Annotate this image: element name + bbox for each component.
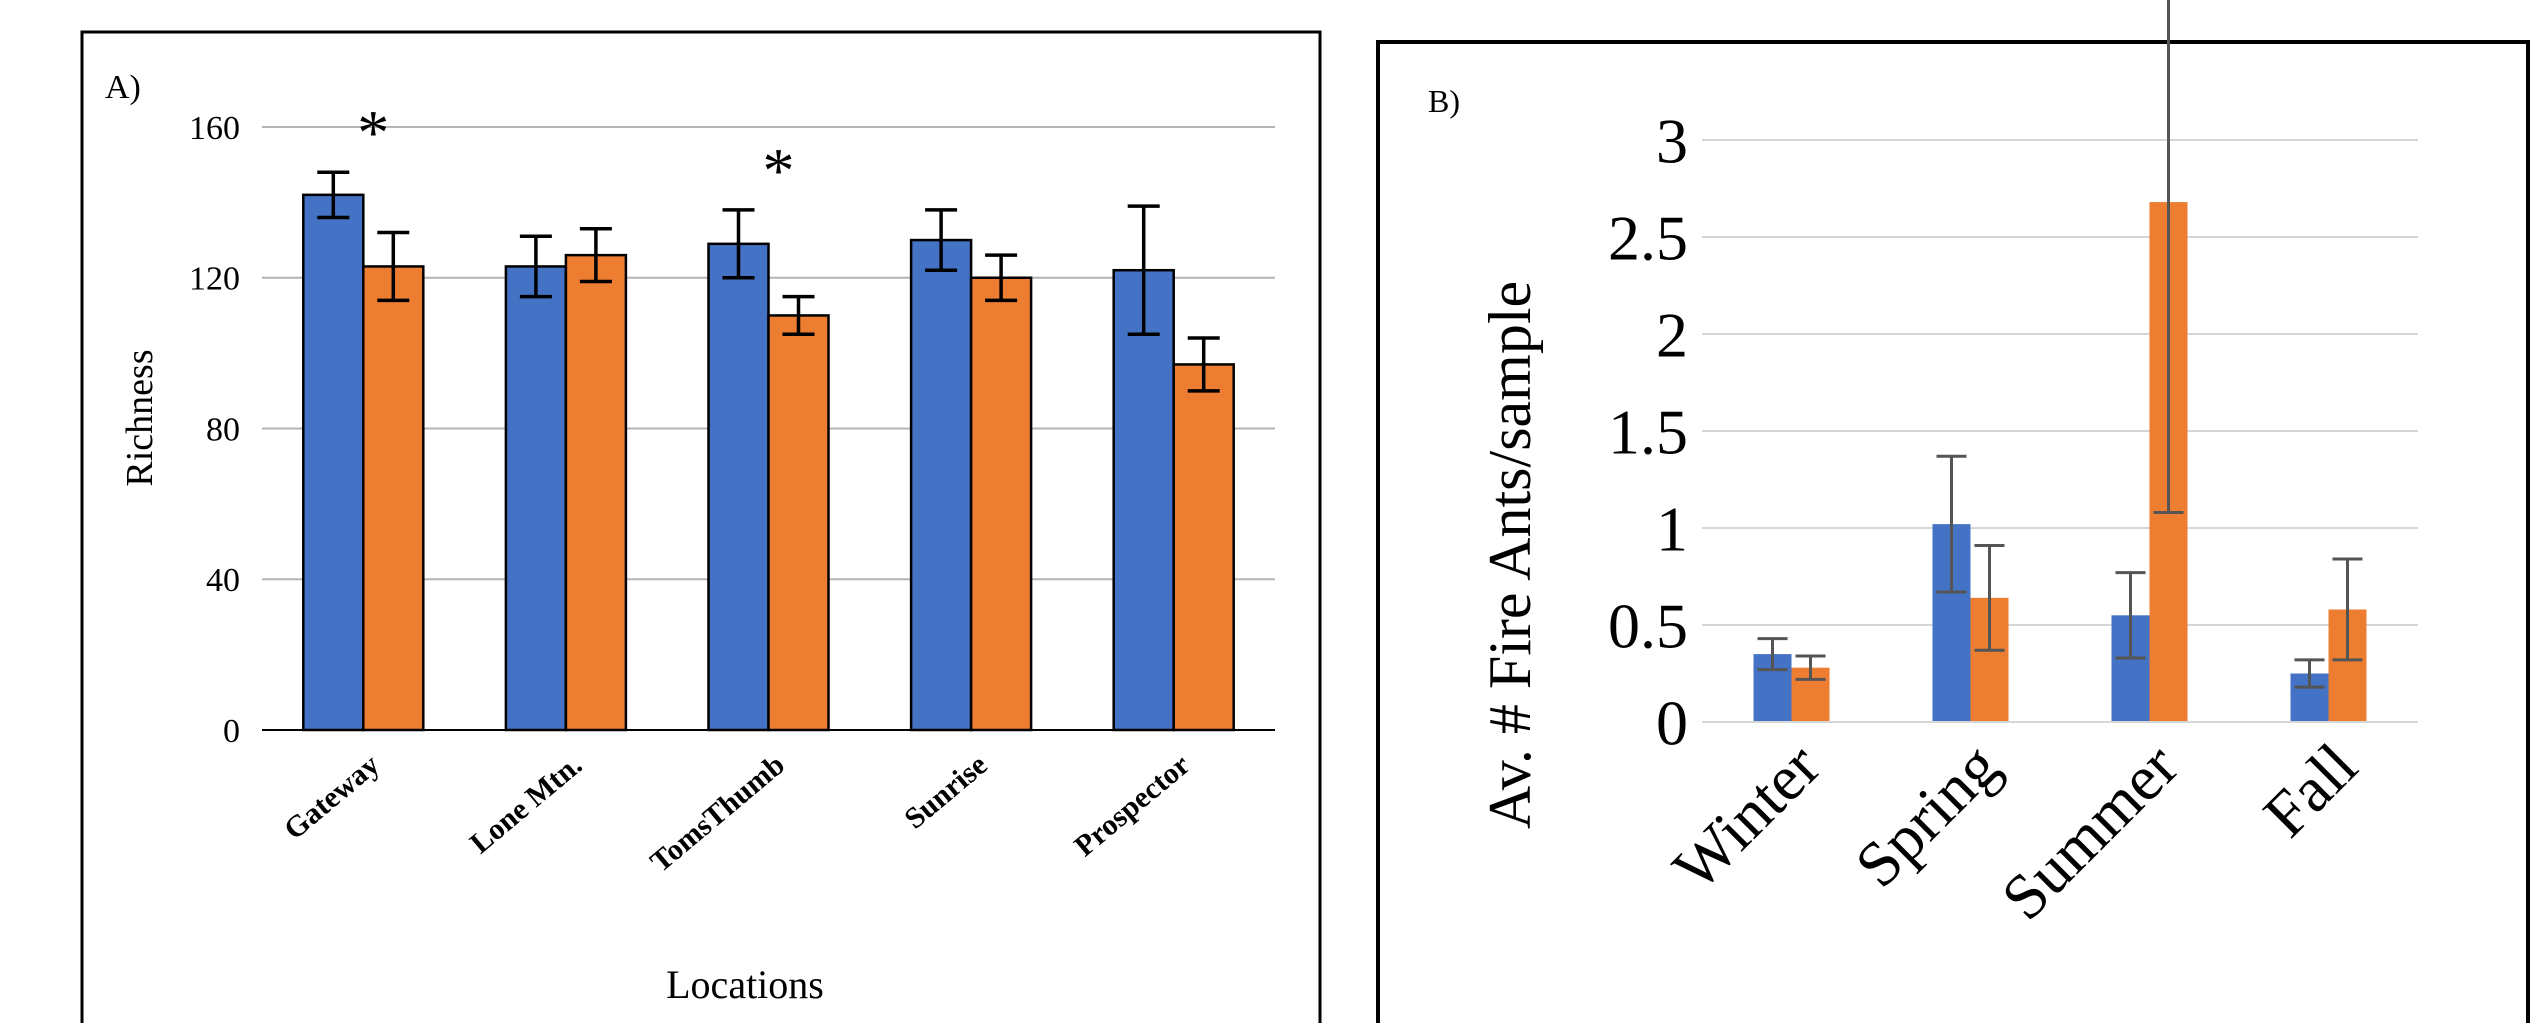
- panel-a-ylabel: Richness: [119, 349, 161, 486]
- panel-b-label: B): [1428, 83, 1460, 119]
- y-tick-label: 0.5: [1608, 590, 1688, 661]
- bar: [767, 314, 830, 732]
- bar: [969, 276, 1033, 732]
- bar: [1172, 363, 1235, 732]
- panel-a-label: A): [105, 69, 141, 106]
- bar: [504, 265, 568, 732]
- y-tick-label: 0: [223, 713, 240, 750]
- y-tick-label: 3: [1656, 105, 1688, 176]
- y-tick-label: 120: [189, 261, 240, 298]
- y-tick-label: 80: [206, 411, 240, 448]
- significance-marker: *: [763, 135, 795, 206]
- bar: [1112, 268, 1175, 732]
- panel-a-xlabel: Locations: [666, 962, 824, 1007]
- y-tick-label: 1: [1656, 493, 1688, 564]
- y-tick-label: 160: [189, 110, 240, 147]
- y-tick-label: 1.5: [1608, 396, 1688, 467]
- y-tick-label: 40: [206, 562, 240, 599]
- bar: [564, 253, 628, 732]
- bar: [909, 238, 973, 732]
- bar: [362, 265, 425, 732]
- panel-b-ylabel: Av. # Fire Ants/sample: [1477, 281, 1543, 829]
- y-tick-label: 0: [1656, 687, 1688, 758]
- significance-marker: *: [357, 97, 389, 168]
- y-tick-label: 2: [1656, 299, 1688, 370]
- bar: [302, 193, 365, 732]
- bar: [707, 242, 770, 732]
- y-tick-label: 2.5: [1608, 202, 1688, 273]
